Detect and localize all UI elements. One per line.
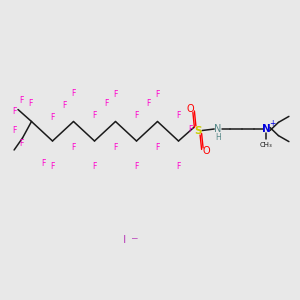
Text: F: F xyxy=(92,162,97,171)
Text: F: F xyxy=(50,162,55,171)
Text: S: S xyxy=(194,125,202,136)
Text: H: H xyxy=(215,133,221,142)
Text: −: − xyxy=(130,233,137,242)
Text: F: F xyxy=(20,140,24,148)
Text: F: F xyxy=(20,96,24,105)
Text: F: F xyxy=(134,111,139,120)
Text: F: F xyxy=(12,126,16,135)
Text: O: O xyxy=(202,146,210,156)
Text: F: F xyxy=(92,111,97,120)
Text: O: O xyxy=(186,104,194,115)
Text: F: F xyxy=(134,162,139,171)
Text: F: F xyxy=(155,90,160,99)
Text: F: F xyxy=(176,162,181,171)
Text: CH₃: CH₃ xyxy=(260,142,273,148)
Text: F: F xyxy=(155,142,160,152)
Text: F: F xyxy=(176,111,181,120)
Text: F: F xyxy=(71,88,76,98)
Text: F: F xyxy=(146,99,151,108)
Text: I: I xyxy=(123,235,126,245)
Text: F: F xyxy=(50,112,55,122)
Text: F: F xyxy=(28,99,32,108)
Text: F: F xyxy=(113,142,118,152)
Text: +: + xyxy=(269,119,276,128)
Text: F: F xyxy=(188,124,193,134)
Text: F: F xyxy=(71,142,76,152)
Text: F: F xyxy=(12,106,16,116)
Text: F: F xyxy=(104,99,109,108)
Text: N: N xyxy=(214,124,221,134)
Text: F: F xyxy=(62,100,67,109)
Text: F: F xyxy=(113,90,118,99)
Text: N: N xyxy=(262,124,271,134)
Text: F: F xyxy=(41,159,46,168)
